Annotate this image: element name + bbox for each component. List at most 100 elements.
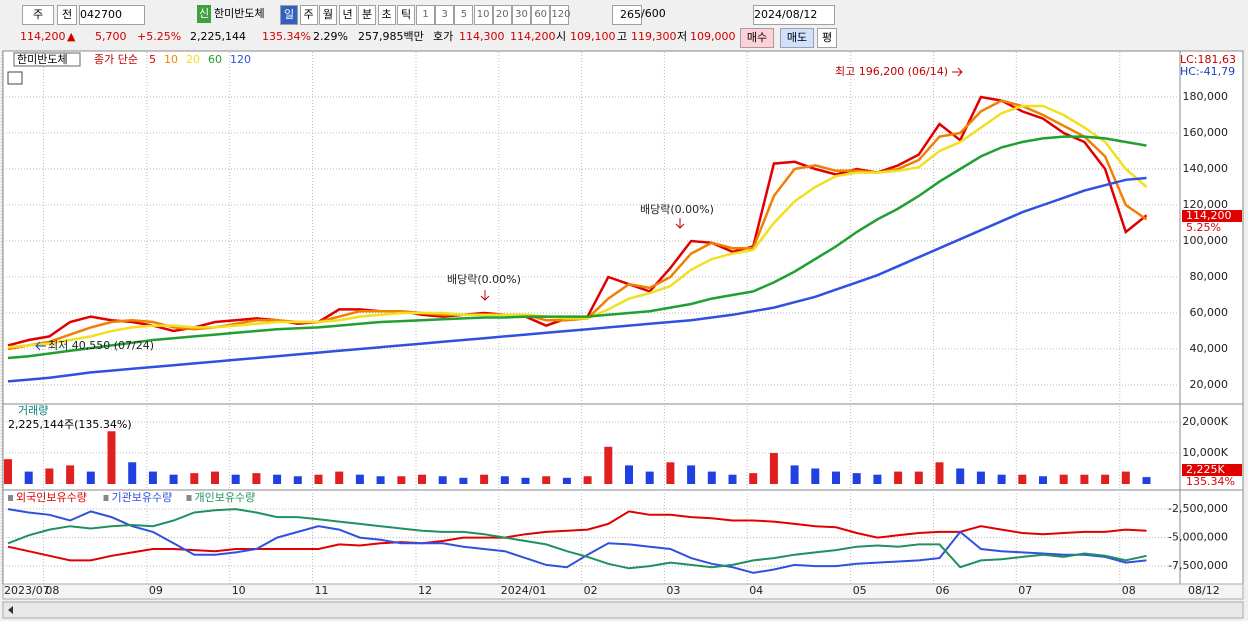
interval-button[interactable]: 틱 bbox=[397, 5, 415, 25]
volume-bar bbox=[894, 471, 903, 484]
volume-bar bbox=[397, 476, 406, 484]
series-line bbox=[7, 508, 1147, 574]
volume-bar bbox=[749, 473, 758, 484]
x-axis-bar bbox=[2, 583, 1244, 600]
high-annotation: 최고 196,200 (06/14) bbox=[835, 65, 948, 78]
quote-direction: ▲ bbox=[67, 30, 76, 43]
multiplier-button[interactable]: 60 bbox=[531, 5, 551, 25]
volume-bar bbox=[376, 476, 385, 484]
series-line bbox=[7, 176, 1147, 383]
series-line bbox=[7, 508, 1147, 570]
last-price-box bbox=[1182, 210, 1242, 222]
y-tick-label: 180,000 bbox=[1183, 90, 1229, 103]
interval-button[interactable]: 초 bbox=[377, 5, 396, 25]
legend-entry: 개인보유수량 bbox=[195, 491, 256, 504]
legend-swatch bbox=[186, 495, 192, 501]
legend-prefix: 종가 단순 bbox=[94, 53, 138, 66]
y-tick-label: 120,000 bbox=[1183, 198, 1229, 211]
volume-bar bbox=[273, 474, 282, 484]
volume-bar bbox=[1142, 477, 1151, 484]
quote-open: 109,100 bbox=[570, 30, 616, 43]
volume-bar bbox=[832, 471, 840, 484]
volume-bar bbox=[687, 465, 696, 484]
chart-frame bbox=[2, 50, 1244, 585]
interval-button[interactable]: 일 bbox=[280, 5, 298, 25]
y-tick-label: 60,000 bbox=[1190, 306, 1229, 319]
legend-entry: 기관보유수량 bbox=[112, 491, 173, 504]
legend-entry: 외국인보유수량 bbox=[16, 491, 87, 504]
volume-bar bbox=[645, 471, 654, 484]
volume-bar bbox=[707, 471, 716, 484]
x-last-date: 08/12 bbox=[1188, 584, 1220, 597]
legend-entry: 120 bbox=[230, 53, 251, 66]
y-tick-label: -7,500,000 bbox=[1168, 559, 1228, 572]
scroll-left[interactable] bbox=[8, 606, 13, 614]
volume-bar bbox=[790, 465, 799, 484]
x-tick-label: 2024/01 bbox=[501, 584, 547, 597]
volume-bar bbox=[314, 474, 323, 484]
quote-bid: 114,200 bbox=[510, 30, 556, 43]
volume-bar bbox=[4, 459, 12, 484]
quote-ask: 114,300 bbox=[459, 30, 505, 43]
volume-bar bbox=[293, 476, 302, 484]
scrollbar[interactable] bbox=[2, 601, 1244, 619]
multiplier-button[interactable]: 1 bbox=[416, 5, 435, 25]
buy-button[interactable]: 매수 bbox=[740, 28, 774, 48]
quote-change-pct: +5.25% bbox=[137, 30, 182, 43]
x-tick-label: 03 bbox=[666, 584, 680, 597]
period-dropdown[interactable]: 주 bbox=[22, 5, 54, 25]
series-line bbox=[7, 104, 1148, 349]
volume-bar bbox=[418, 474, 426, 484]
volume-bar bbox=[542, 476, 551, 484]
volume-subtitle: 2,225,144주(135.34%) bbox=[8, 418, 132, 431]
volume-bar bbox=[335, 471, 344, 484]
quote-change: 5,700 bbox=[95, 30, 127, 43]
badge: 신 bbox=[197, 5, 211, 23]
volume-bar bbox=[728, 474, 737, 484]
y-tick-label: 20,000K bbox=[1182, 415, 1228, 428]
quote-ask-label: 호가 bbox=[433, 30, 454, 43]
multiplier-button[interactable]: 3 bbox=[435, 5, 455, 25]
volume-bar bbox=[211, 471, 219, 484]
legend-swatch bbox=[8, 495, 13, 501]
x-tick-label: 08 bbox=[45, 584, 59, 597]
interval-button[interactable]: 분 bbox=[358, 5, 376, 25]
dividend-arrow bbox=[480, 290, 490, 301]
code-input[interactable]: 042700 bbox=[79, 5, 145, 25]
multiplier-button[interactable]: 5 bbox=[454, 5, 474, 25]
multiplier-button[interactable]: 20 bbox=[492, 5, 512, 25]
interval-button[interactable]: 주 bbox=[299, 5, 318, 25]
multiplier-button[interactable]: 120 bbox=[550, 5, 570, 25]
quote-low: 109,000 bbox=[690, 30, 736, 43]
avg-button[interactable]: 평 bbox=[817, 28, 837, 48]
series-line bbox=[7, 135, 1147, 360]
interval-button[interactable]: 년 bbox=[338, 5, 357, 25]
volume-bar bbox=[45, 468, 54, 484]
x-tick-label: 02 bbox=[584, 584, 598, 597]
y-tick-label: 100,000 bbox=[1183, 234, 1229, 247]
dividend-arrow bbox=[675, 218, 685, 229]
volume-bar bbox=[956, 468, 965, 484]
volume-bar bbox=[935, 462, 944, 484]
x-tick-label: 12 bbox=[418, 584, 432, 597]
count-input[interactable]: 265 bbox=[612, 5, 642, 25]
interval-button[interactable]: 월 bbox=[319, 5, 337, 25]
volume-last-label: 2,225K bbox=[1186, 463, 1225, 476]
volume-bar bbox=[148, 471, 157, 484]
multiplier-button[interactable]: 30 bbox=[512, 5, 531, 25]
x-tick-label: 10 bbox=[232, 584, 246, 597]
date-input[interactable]: 2024/08/12 bbox=[753, 5, 835, 25]
quote-high-label: 고 bbox=[617, 30, 628, 43]
volume-bar bbox=[604, 446, 613, 484]
series-line bbox=[7, 510, 1147, 562]
prev-button[interactable]: 전 bbox=[57, 5, 77, 25]
table-icon[interactable] bbox=[7, 71, 23, 85]
x-tick-label: 04 bbox=[749, 584, 763, 597]
volume-bar bbox=[190, 473, 199, 484]
x-tick-label: 05 bbox=[853, 584, 867, 597]
volume-bar bbox=[666, 462, 675, 484]
multiplier-button[interactable]: 10 bbox=[473, 5, 493, 25]
volume-bar bbox=[997, 474, 1006, 484]
sell-button[interactable]: 매도 bbox=[780, 28, 814, 48]
